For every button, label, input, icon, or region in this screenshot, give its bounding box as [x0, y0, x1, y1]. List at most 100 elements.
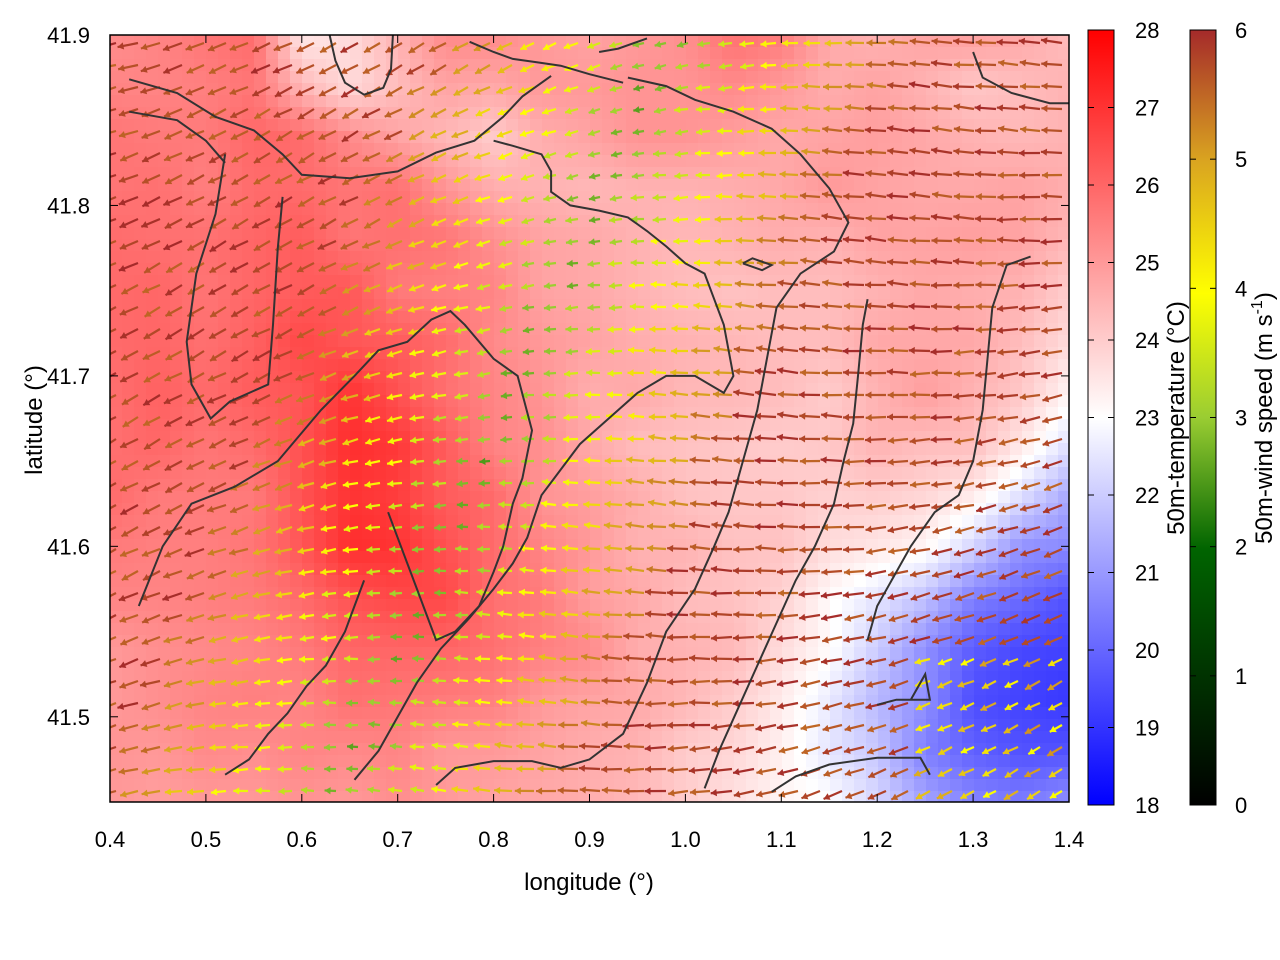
- heatmap-cell: [182, 59, 195, 72]
- heatmap-cell: [278, 383, 291, 396]
- heatmap-cell: [422, 503, 435, 516]
- heatmap-cell: [818, 239, 831, 252]
- heatmap-cell: [590, 287, 603, 300]
- heatmap-cell: [926, 431, 939, 444]
- heatmap-cell: [914, 359, 927, 372]
- heatmap-cell: [1034, 467, 1047, 480]
- heatmap-cell: [134, 731, 147, 744]
- heatmap-cell: [290, 227, 303, 240]
- heatmap-cell: [110, 227, 123, 240]
- heatmap-cell: [962, 203, 975, 216]
- heatmap-cell: [746, 395, 759, 408]
- heatmap-cell: [878, 659, 891, 672]
- heatmap-cell: [218, 599, 231, 612]
- heatmap-cell: [386, 203, 399, 216]
- heatmap-cell: [374, 491, 387, 504]
- heatmap-cell: [746, 515, 759, 528]
- heatmap-cell: [638, 731, 651, 744]
- heatmap-cell: [698, 503, 711, 516]
- heatmap-cell: [530, 551, 543, 564]
- heatmap-cell: [614, 443, 627, 456]
- heatmap-cell: [110, 779, 123, 792]
- heatmap-cell: [422, 347, 435, 360]
- heatmap-cell: [770, 35, 783, 48]
- heatmap-cell: [482, 95, 495, 108]
- heatmap-cell: [818, 311, 831, 324]
- heatmap-cell: [1022, 407, 1035, 420]
- heatmap-cell: [422, 35, 435, 48]
- heatmap-cell: [938, 491, 951, 504]
- heatmap-cell: [734, 683, 747, 696]
- heatmap-cell: [686, 47, 699, 60]
- heatmap-cell: [578, 575, 591, 588]
- heatmap-cell: [962, 683, 975, 696]
- heatmap-cell: [194, 575, 207, 588]
- heatmap-cell: [446, 647, 459, 660]
- heatmap-cell: [218, 683, 231, 696]
- heatmap-cell: [1022, 71, 1035, 84]
- heatmap-cell: [914, 251, 927, 264]
- heatmap-cell: [422, 575, 435, 588]
- heatmap-cell: [638, 755, 651, 768]
- heatmap-cell: [626, 611, 639, 624]
- heatmap-cell: [890, 203, 903, 216]
- heatmap-cell: [890, 179, 903, 192]
- heatmap-cell: [914, 335, 927, 348]
- heatmap-cell: [374, 323, 387, 336]
- heatmap-cell: [554, 179, 567, 192]
- heatmap-cell: [938, 551, 951, 564]
- heatmap-cell: [806, 383, 819, 396]
- heatmap-cell: [350, 767, 363, 780]
- heatmap-cell: [914, 383, 927, 396]
- heatmap-cell: [626, 659, 639, 672]
- heatmap-cell: [326, 623, 339, 636]
- heatmap-cell: [758, 179, 771, 192]
- heatmap-cell: [650, 419, 663, 432]
- heatmap-cell: [878, 47, 891, 60]
- heatmap-cell: [542, 155, 555, 168]
- heatmap-cell: [290, 131, 303, 144]
- heatmap-cell: [746, 35, 759, 48]
- heatmap-cell: [758, 599, 771, 612]
- heatmap-cell: [566, 227, 579, 240]
- heatmap-cell: [302, 551, 315, 564]
- heatmap-cell: [590, 467, 603, 480]
- heatmap-cell: [938, 383, 951, 396]
- heatmap-cell: [554, 239, 567, 252]
- heatmap-cell: [482, 119, 495, 132]
- heatmap-cell: [674, 659, 687, 672]
- heatmap-cell: [290, 323, 303, 336]
- heatmap-cell: [278, 491, 291, 504]
- heatmap-cell: [566, 743, 579, 756]
- heatmap-cell: [1046, 287, 1059, 300]
- heatmap-cell: [266, 395, 279, 408]
- heatmap-cell: [410, 227, 423, 240]
- heatmap-cell: [374, 707, 387, 720]
- heatmap-cell: [998, 443, 1011, 456]
- heatmap-cell: [170, 143, 183, 156]
- heatmap-cell: [1022, 443, 1035, 456]
- heatmap-cell: [218, 707, 231, 720]
- heatmap-cell: [110, 767, 123, 780]
- heatmap-cell: [1058, 95, 1069, 108]
- heatmap-cell: [1058, 539, 1069, 552]
- heatmap-cell: [602, 59, 615, 72]
- heatmap-cell: [458, 383, 471, 396]
- heatmap-cell: [794, 179, 807, 192]
- heatmap-cell: [530, 707, 543, 720]
- heatmap-cell: [1010, 395, 1023, 408]
- heatmap-cell: [506, 635, 519, 648]
- heatmap-cell: [578, 731, 591, 744]
- heatmap-cell: [902, 287, 915, 300]
- heatmap-cell: [842, 671, 855, 684]
- heatmap-cell: [554, 755, 567, 768]
- heatmap-cell: [230, 407, 243, 420]
- heatmap-cell: [590, 503, 603, 516]
- heatmap-cell: [878, 311, 891, 324]
- heatmap-cell: [902, 359, 915, 372]
- heatmap-cell: [554, 431, 567, 444]
- heatmap-cell: [374, 203, 387, 216]
- heatmap-cell: [398, 35, 411, 48]
- heatmap-cell: [986, 527, 999, 540]
- heatmap-cell: [758, 443, 771, 456]
